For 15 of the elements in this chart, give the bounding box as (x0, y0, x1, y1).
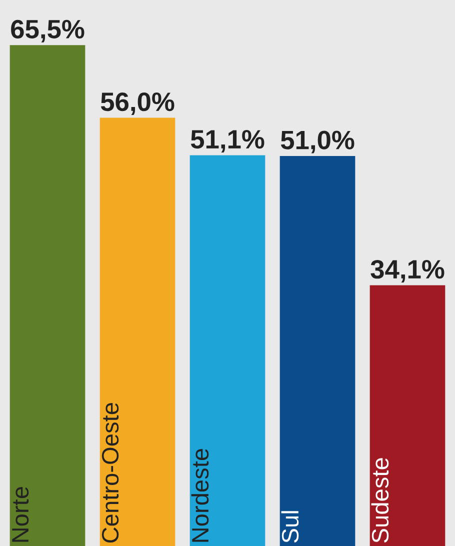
data-label: 34,1% (370, 260, 444, 282)
bar (100, 118, 176, 546)
bar (280, 156, 356, 546)
x-tick-label: Centro-Oeste (102, 403, 119, 543)
data-label: 65,5% (11, 20, 84, 42)
data-label: 51,1% (190, 130, 264, 152)
x-tick-label: Nordeste (191, 448, 209, 542)
x-tick-label: Sul (281, 511, 299, 543)
data-label: 56,0% (100, 92, 174, 115)
data-label: 51,0% (280, 130, 354, 154)
bar (190, 155, 266, 546)
x-tick-label: Norte (12, 487, 29, 542)
bar (10, 45, 86, 546)
x-tick-label: Sudeste (371, 458, 389, 543)
bar (370, 285, 446, 546)
